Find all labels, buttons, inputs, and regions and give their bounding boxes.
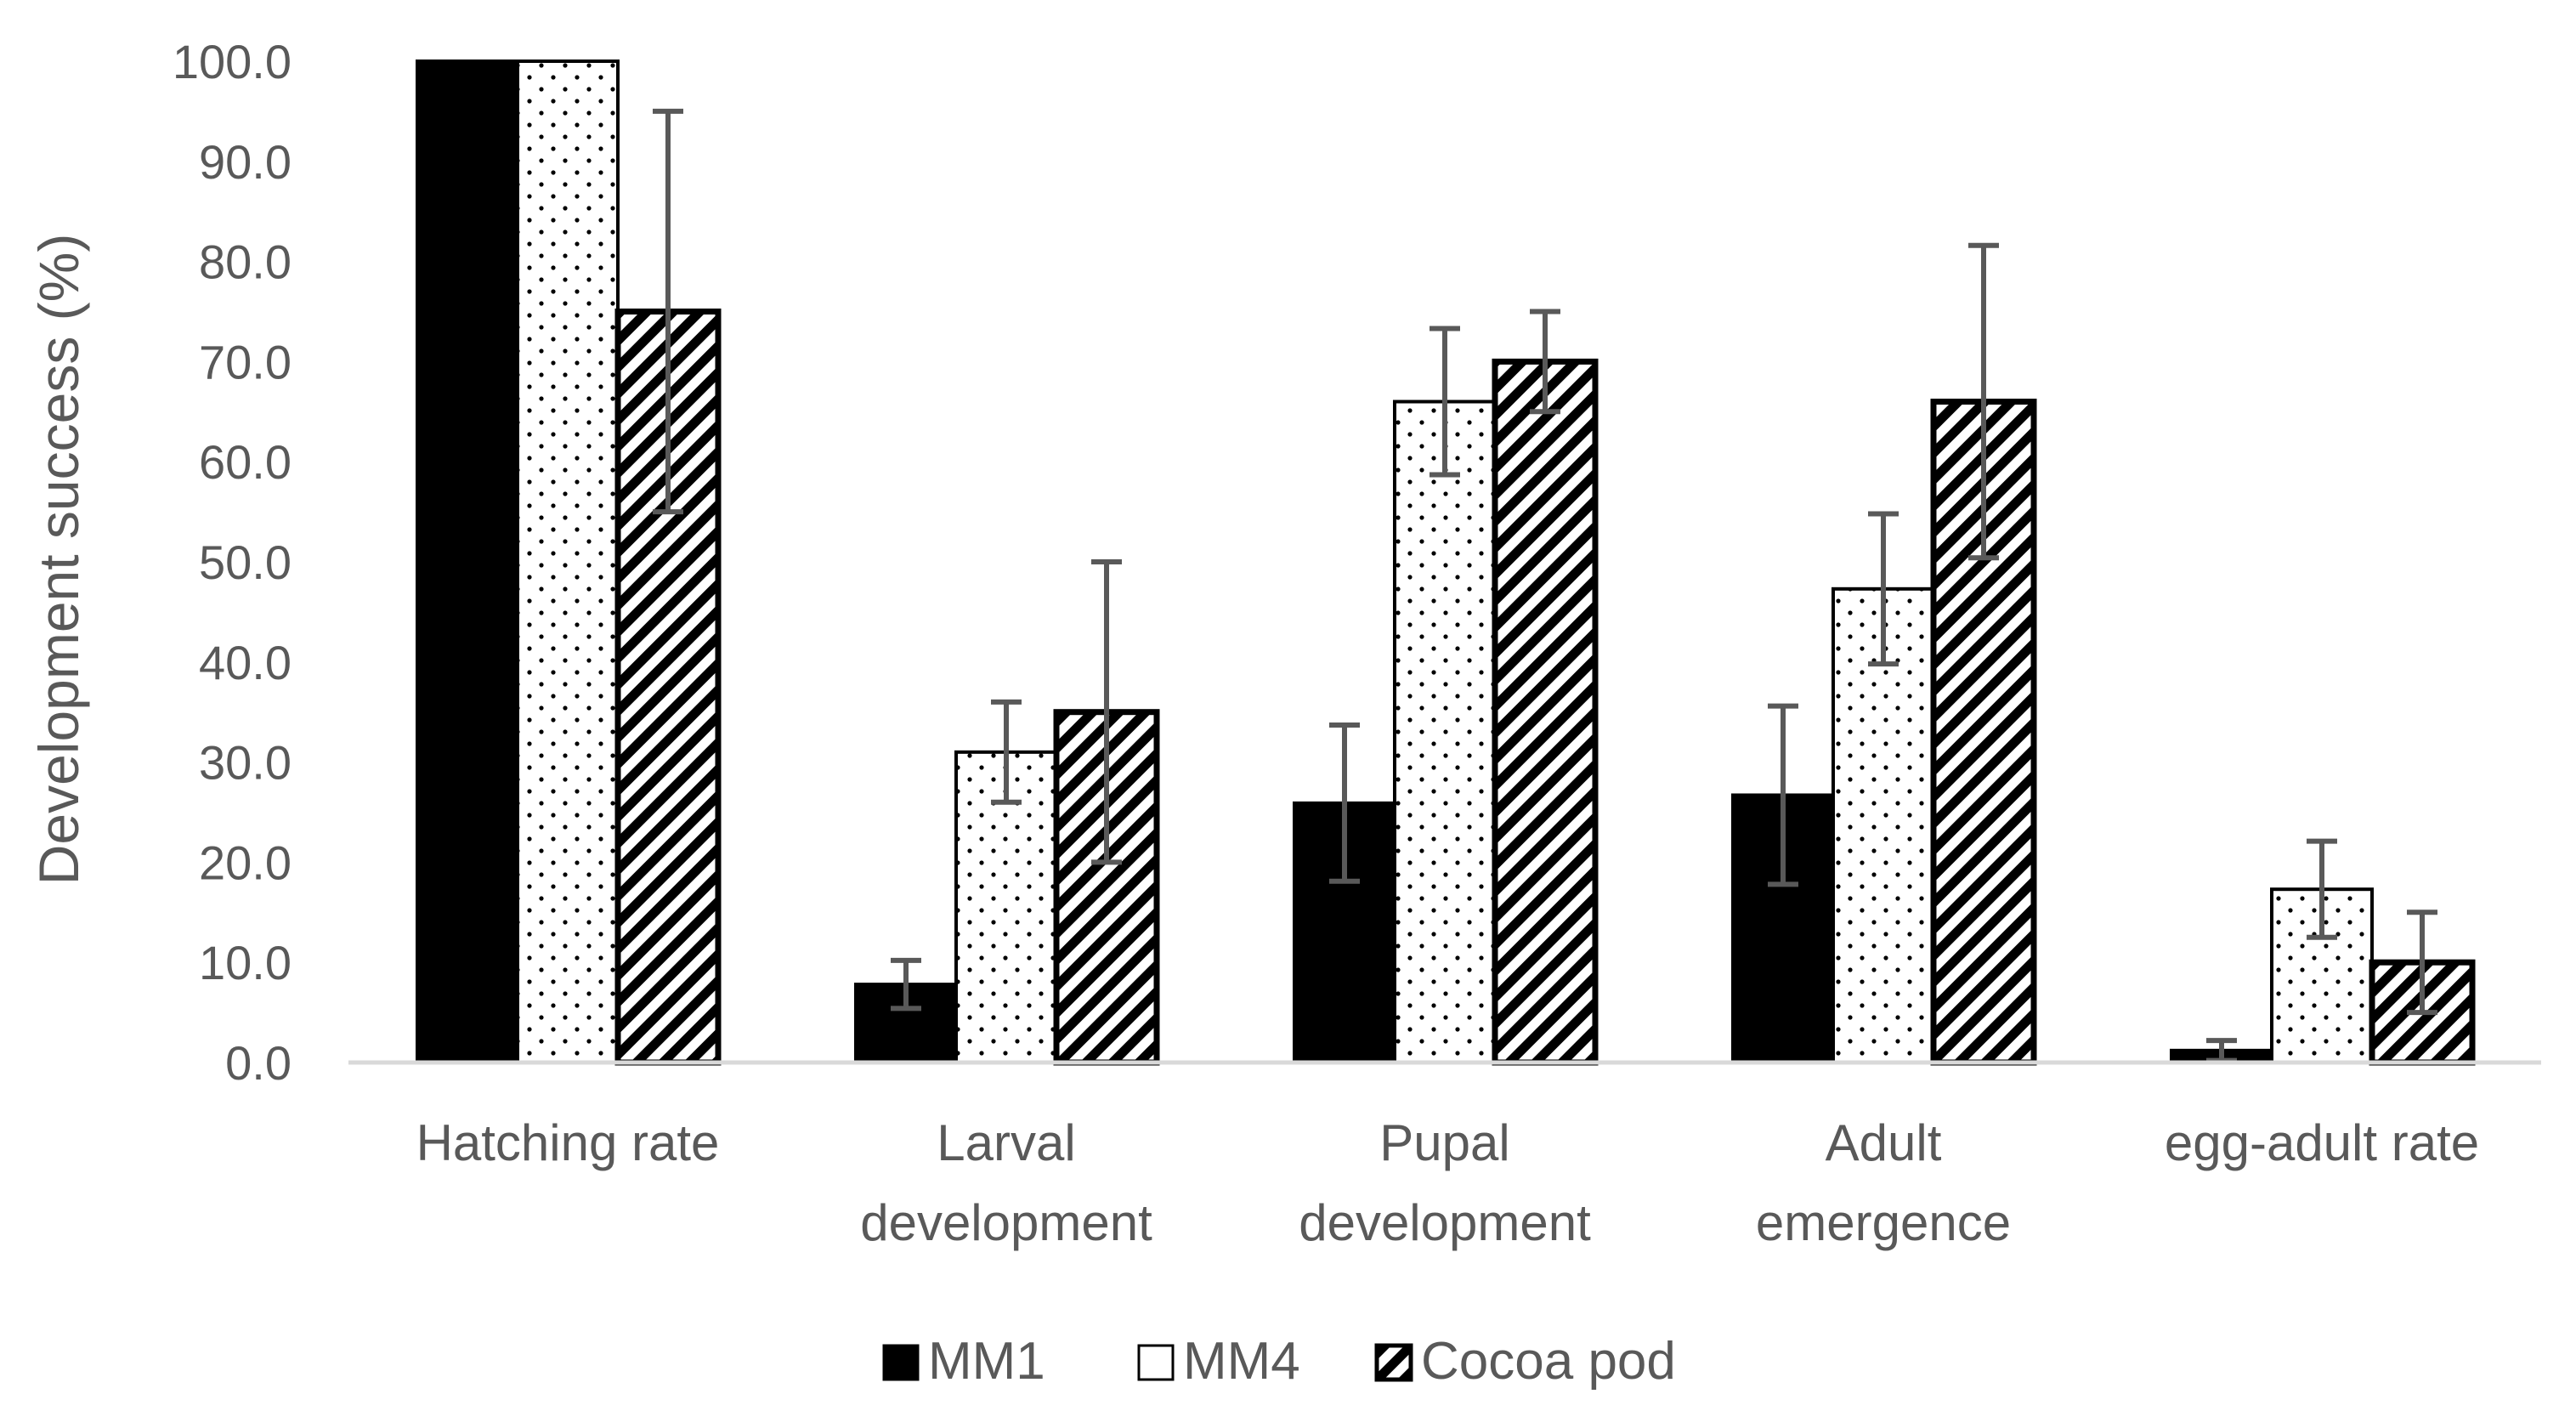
error-bar [2407, 910, 2437, 1016]
y-axis-title: Development success (%) [27, 234, 90, 886]
y-tick-label: 70.0 [199, 335, 292, 388]
error-bar [2307, 838, 2337, 940]
y-tick-label: 90.0 [199, 135, 292, 189]
error-bar [1329, 722, 1360, 884]
legend-swatch [1374, 1343, 1413, 1382]
legend-swatch [882, 1344, 920, 1381]
error-bar [1868, 511, 1899, 667]
bar-cocoa-pod [1492, 358, 1599, 1066]
x-category-label: Pupal [1379, 1114, 1509, 1171]
error-bar [653, 108, 683, 515]
legend-label: MM4 [1183, 1332, 1300, 1391]
legend-label: Cocoa pod [1421, 1332, 1676, 1391]
x-category-label: development [860, 1194, 1152, 1251]
y-tick-label: 30.0 [199, 736, 292, 790]
y-tick-label: 0.0 [225, 1036, 292, 1090]
error-bar [991, 699, 1022, 805]
error-bar [1530, 309, 1560, 415]
y-tick-label: 10.0 [199, 936, 292, 989]
x-category-label: Adult [1826, 1114, 1942, 1171]
y-tick-label: 80.0 [199, 235, 292, 289]
error-bar [1430, 326, 1460, 478]
bar-mm1 [416, 60, 519, 1064]
legend-swatch [1137, 1344, 1175, 1381]
error-bar [1091, 559, 1122, 865]
x-category-label: Larval [937, 1114, 1075, 1171]
legend-item-mm1: MM1 [882, 1332, 1045, 1391]
error-bar [1768, 703, 1798, 887]
y-tick-label: 50.0 [199, 536, 292, 589]
y-tick-label: 40.0 [199, 636, 292, 689]
legend-item-mm4: MM4 [1137, 1332, 1300, 1391]
x-category-label: egg-adult rate [2165, 1114, 2479, 1171]
bar-mm4 [516, 60, 620, 1064]
x-category-label: emergence [1756, 1194, 2011, 1251]
error-bar [1968, 242, 1999, 561]
error-bar [891, 957, 921, 1012]
y-tick-label: 100.0 [173, 35, 292, 88]
legend-label: MM1 [928, 1332, 1045, 1391]
legend-item-cocoa-pod: Cocoa pod [1374, 1332, 1676, 1391]
x-category-label: development [1299, 1194, 1591, 1251]
bar-mm4 [1393, 400, 1497, 1064]
y-tick-label: 20.0 [199, 836, 292, 889]
y-tick-label: 60.0 [199, 435, 292, 489]
x-category-label: Hatching rate [416, 1114, 720, 1171]
